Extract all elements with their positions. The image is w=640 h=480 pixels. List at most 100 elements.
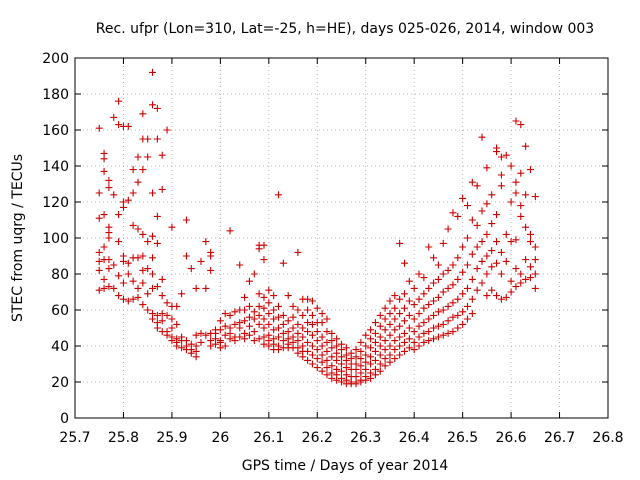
data-point [396, 351, 404, 359]
data-point [512, 283, 520, 291]
data-point [497, 270, 505, 278]
data-point [463, 234, 471, 242]
data-point [342, 344, 350, 352]
data-point [526, 230, 534, 238]
data-point [362, 331, 370, 339]
data-point [376, 351, 384, 359]
data-point [124, 297, 132, 305]
data-point [115, 97, 123, 105]
data-point [483, 230, 491, 238]
data-point [493, 292, 501, 300]
data-point [410, 284, 418, 292]
data-point [386, 310, 394, 318]
data-point [444, 266, 452, 274]
data-point [333, 349, 341, 357]
data-point [110, 113, 118, 121]
data-point [512, 189, 520, 197]
data-point [260, 256, 268, 264]
data-point [434, 275, 442, 283]
data-point [391, 292, 399, 300]
data-point [434, 322, 442, 330]
data-point [323, 347, 331, 355]
data-point [308, 297, 316, 305]
data-point [255, 320, 263, 328]
data-point [517, 169, 525, 177]
data-point [367, 335, 375, 343]
data-point [517, 121, 525, 129]
data-point [517, 270, 525, 278]
data-point [149, 315, 157, 323]
data-point [245, 302, 253, 310]
data-point [405, 311, 413, 319]
data-point [415, 342, 423, 350]
data-point [318, 310, 326, 318]
data-point [124, 270, 132, 278]
data-point [425, 328, 433, 336]
data-point [182, 216, 190, 224]
data-point [178, 344, 186, 352]
data-point [463, 261, 471, 269]
data-point [124, 196, 132, 204]
data-point [323, 364, 331, 372]
data-point [304, 319, 312, 327]
data-point [134, 284, 142, 292]
data-point [526, 263, 534, 271]
data-point [497, 248, 505, 256]
data-point [386, 320, 394, 328]
data-point [400, 304, 408, 312]
data-point [221, 310, 229, 318]
data-point [115, 292, 123, 300]
data-point [497, 171, 505, 179]
data-point [444, 329, 452, 337]
data-point [226, 227, 234, 235]
data-point [221, 322, 229, 330]
data-point [507, 288, 515, 296]
data-point [168, 223, 176, 231]
data-point [454, 311, 462, 319]
data-point [454, 275, 462, 283]
data-point [405, 297, 413, 305]
data-point [260, 324, 268, 332]
data-point [100, 155, 108, 163]
data-point [410, 328, 418, 336]
data-point [439, 288, 447, 296]
data-point [173, 342, 181, 350]
data-point [473, 265, 481, 273]
data-point [396, 333, 404, 341]
data-point [425, 243, 433, 251]
data-point [260, 315, 268, 323]
data-point [197, 257, 205, 265]
x-tick-label: 25.8 [108, 430, 139, 446]
data-point [338, 346, 345, 354]
data-point [468, 250, 476, 258]
data-point [342, 356, 350, 364]
data-point [168, 315, 176, 323]
data-point [265, 299, 273, 307]
data-point [187, 265, 195, 273]
x-tick-label: 26.3 [350, 430, 381, 446]
data-point [158, 310, 166, 318]
data-point [260, 293, 268, 301]
data-point [255, 311, 263, 319]
data-point [391, 346, 399, 354]
data-point [279, 259, 287, 267]
data-point [430, 279, 438, 287]
data-point [294, 329, 302, 337]
data-point [192, 284, 200, 292]
data-point [454, 254, 462, 262]
data-point [459, 320, 467, 328]
data-point [468, 295, 476, 303]
data-point [497, 182, 505, 190]
data-point [115, 211, 123, 219]
data-point [149, 189, 157, 197]
data-point [371, 338, 379, 346]
data-point [483, 200, 491, 208]
data-point [362, 358, 370, 366]
data-point [415, 270, 423, 278]
y-tick-label: 80 [51, 267, 69, 283]
data-point [449, 261, 457, 269]
data-point [153, 239, 161, 247]
data-point [376, 311, 384, 319]
data-point [367, 344, 375, 352]
